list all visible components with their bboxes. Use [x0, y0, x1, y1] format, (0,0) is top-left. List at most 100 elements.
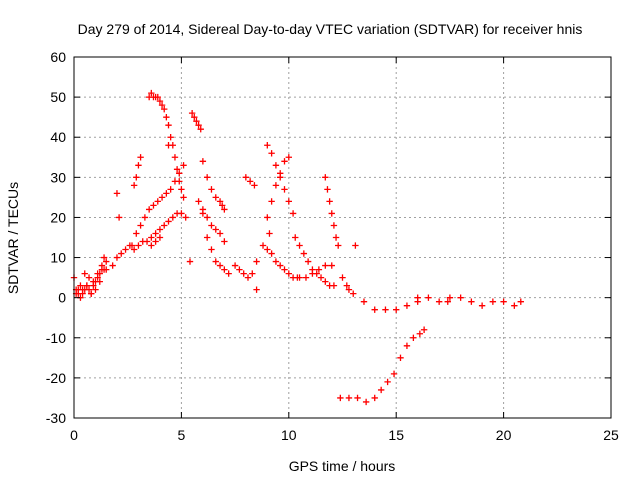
data-point [253, 286, 260, 293]
series [414, 294, 464, 305]
series [145, 89, 187, 201]
data-point [221, 266, 228, 273]
data-point [390, 370, 398, 378]
data-point [517, 298, 524, 305]
series [231, 258, 260, 281]
y-axis-label: SDTVAR / TECUs [5, 182, 21, 294]
data-point [156, 226, 164, 233]
data-point [296, 242, 303, 249]
data-point [173, 166, 181, 173]
data-point [272, 162, 280, 169]
data-point [96, 278, 103, 285]
data-point [371, 394, 378, 402]
series [339, 274, 421, 313]
data-point [122, 246, 129, 253]
data-point [468, 298, 475, 305]
chart-title: Day 279 of 2014, Sidereal Day-to-day VTE… [78, 21, 583, 37]
data-point [236, 266, 243, 273]
series [345, 326, 428, 406]
data-point [152, 230, 159, 237]
x-tick-label: 25 [603, 427, 619, 443]
data-point [203, 214, 211, 221]
data-point [165, 142, 172, 149]
data-point [397, 354, 404, 362]
data-point [296, 274, 303, 281]
data-point [225, 270, 232, 277]
data-point [242, 174, 250, 181]
data-point [322, 278, 329, 285]
data-point [350, 290, 357, 297]
data-point [208, 246, 215, 253]
data-point [268, 150, 275, 157]
series [128, 162, 187, 249]
x-tick-label: 15 [388, 427, 404, 443]
data-point [161, 222, 168, 229]
data-point [478, 302, 486, 309]
data-point [317, 274, 325, 281]
data-point [268, 198, 275, 205]
data-point [100, 254, 108, 261]
data-point [195, 198, 202, 205]
data-point [143, 238, 151, 245]
data-point [300, 250, 308, 257]
data-point [128, 242, 136, 249]
data-point [193, 117, 200, 125]
data-point [403, 302, 411, 309]
data-point [103, 258, 110, 265]
data-point [77, 282, 84, 289]
data-point [489, 298, 497, 305]
data-point [266, 230, 273, 237]
y-tick-label: 50 [50, 89, 66, 105]
data-point [277, 262, 284, 269]
series [264, 154, 292, 221]
series [148, 210, 189, 241]
data-point [352, 242, 359, 249]
y-tick-label: 0 [58, 290, 66, 306]
data-point [180, 162, 187, 169]
series [188, 109, 228, 245]
data-point [264, 214, 271, 221]
data-point [309, 270, 316, 277]
data-point [130, 182, 138, 189]
x-tick-label: 20 [496, 427, 512, 443]
data-point [335, 242, 342, 249]
data-point [150, 202, 157, 209]
data-point [345, 286, 353, 293]
data-point [249, 270, 256, 277]
data-point [322, 174, 329, 181]
data-point [81, 270, 88, 277]
data-point [165, 218, 172, 225]
data-point [221, 238, 228, 245]
data-point [425, 294, 432, 301]
data-point [178, 186, 185, 193]
plot-frame [73, 56, 612, 419]
data-point [403, 342, 411, 349]
series [264, 142, 297, 217]
data-point [203, 174, 211, 181]
data-point [154, 198, 161, 205]
y-tick-label: -20 [46, 370, 66, 386]
data-point [133, 230, 140, 237]
x-tick-label: 0 [70, 427, 78, 443]
data-point [191, 113, 198, 121]
data-point [446, 294, 454, 301]
data-point [377, 386, 385, 394]
data-point [246, 178, 254, 185]
data-point [457, 294, 464, 301]
data-point [393, 306, 400, 313]
series [322, 174, 342, 249]
data-point [272, 182, 280, 189]
data-point [176, 170, 183, 177]
data-point [135, 242, 142, 249]
data-point [328, 262, 335, 269]
data-point [343, 282, 350, 289]
data-point [154, 93, 161, 101]
series [103, 142, 451, 402]
data-point [176, 178, 183, 185]
data-point [272, 258, 280, 265]
data-point [289, 210, 297, 217]
y-tick-label: -10 [46, 330, 66, 346]
data-point [158, 101, 166, 109]
series [195, 198, 232, 277]
data-point [259, 242, 267, 249]
